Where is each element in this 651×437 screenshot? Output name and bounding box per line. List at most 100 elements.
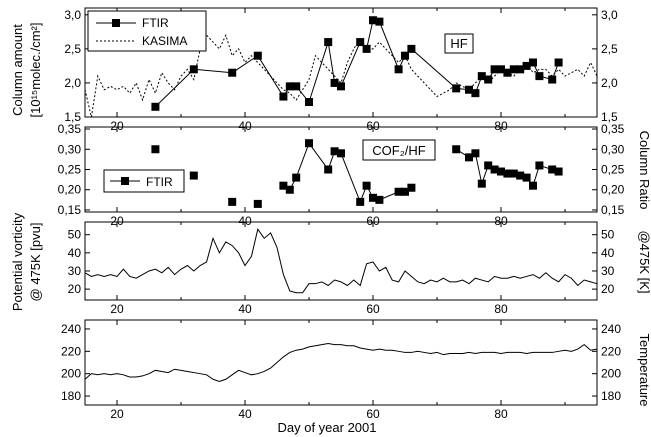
hf-ftir-point [305, 98, 313, 107]
hf-ftir-point [356, 38, 365, 47]
hf-ftir-point [151, 102, 160, 111]
hf-ftir-point [375, 17, 384, 26]
hf-ftir-point [535, 72, 544, 81]
hf-ftir-point [362, 44, 371, 53]
hf-frame [84, 7, 598, 118]
pv-series-line [84, 228, 598, 294]
ratio-ftir-point [356, 197, 365, 206]
ratio-legend-marker [121, 177, 129, 185]
ratio-legend: FTIR [103, 169, 185, 193]
ratio-title-box [362, 139, 436, 161]
pv-ytick-label: 50 [68, 228, 82, 242]
pv-ytick-label: 30 [68, 264, 82, 278]
ratio-ftir-point [522, 173, 531, 182]
ratio-ftir-point [484, 161, 493, 170]
ratio-ftir-point [337, 149, 345, 158]
ratio-ftir-point [394, 187, 403, 196]
hf-ftir-point [189, 65, 198, 74]
hf-ytick-label-right: 3,0 [601, 8, 618, 22]
ratio-ftir-point [497, 167, 505, 176]
ratio-ftir-point [509, 169, 518, 178]
hf-legend-ftir-label: FTIR [142, 16, 169, 30]
pv-xtick-label: 60 [366, 302, 380, 316]
hf-ftir-point [484, 75, 493, 84]
ratio-ftir-point [375, 195, 384, 204]
pv-ylabel-line2: @ 475K [pvu] [28, 223, 43, 302]
hf-ylabel-line2: [10¹⁵molec./cm²] [28, 23, 43, 118]
temp-ytick-label-right: 180 [601, 389, 621, 403]
ratio-ytick-label: 0,25 [58, 163, 82, 177]
temp-ytick-label: 220 [61, 344, 81, 358]
ratio-ftir-point [529, 181, 537, 190]
ratio-xtick-label: 60 [366, 214, 380, 228]
hf-legend-ftir-marker [112, 19, 120, 27]
ratio-ftir-point [516, 171, 525, 180]
pv-ylabel-right: @475K [K] [637, 230, 651, 293]
ratio-legend-label: FTIR [146, 175, 173, 189]
ratio-ftir-point [452, 145, 461, 154]
ratio-ftir-point [535, 161, 544, 170]
hf-ftir-point [490, 65, 499, 74]
ratio-ftir-point [465, 153, 473, 162]
ratio-panel: 20 40 60 80 0,15 0,15 0,20 0,20 0,25 0,25 0,30 0,30… [58, 122, 625, 228]
temp-xtick-label: 40 [238, 407, 252, 421]
hf-ftir-point [337, 82, 345, 91]
ratio-ftir-point [228, 197, 237, 206]
ratio-ftir-point [548, 165, 557, 174]
hf-ytick-label: 2,5 [64, 42, 81, 56]
ratio-ftir-point [401, 187, 409, 196]
temp-ytick-label-right: 220 [601, 344, 621, 358]
ratio-ytick-label-right: 0,15 [601, 203, 625, 217]
hf-title-text: HF [450, 36, 467, 51]
ratio-ftir-point [253, 199, 262, 208]
hf-ftir-point [554, 58, 563, 67]
pv-ytick-label: 40 [68, 246, 82, 260]
temp-xtick-label: 80 [494, 407, 508, 421]
hf-xtick-label: 60 [366, 119, 380, 133]
hf-ftir-point [253, 51, 262, 60]
pv-ylabel-line1: Potential vorticity [10, 212, 25, 311]
pv-panel: 20 40 60 80 20 20 30 30 40 40 50 50 [68, 221, 615, 316]
hf-panel: 20 40 60 80 1,5 1,5 2,0 2,0 2,5 2,5 3,0 3,0 [64, 7, 618, 133]
ratio-ftir-point [292, 173, 301, 182]
hf-ftir-point [324, 38, 333, 47]
hf-ytick-label: 3,0 [64, 8, 81, 22]
pv-ytick-label-right: 50 [601, 228, 615, 242]
ratio-title-text: COF₂/HF [372, 143, 425, 158]
ratio-ytick-label-right: 0,25 [601, 163, 625, 177]
hf-ftir-point [369, 16, 377, 25]
ratio-legend-box [103, 169, 185, 193]
hf-ftir-point [548, 75, 557, 84]
hf-ftir-point [394, 65, 403, 74]
ratio-ytick-label-right: 0,30 [601, 142, 625, 156]
ratio-ftir-point [362, 181, 371, 190]
hf-ytick-label-right: 1,5 [601, 110, 618, 124]
hf-ftir-point [471, 89, 480, 98]
ratio-ftir-point [151, 145, 160, 154]
ratio-ftir-point [330, 147, 339, 156]
hf-ftir-point [228, 68, 237, 77]
temp-xtick-label: 20 [110, 407, 124, 421]
pv-ytick-label-right: 20 [601, 282, 615, 296]
hf-ytick-label-right: 2,5 [601, 42, 618, 56]
temp-ytick-label-right: 200 [601, 367, 621, 381]
pv-xtick-label: 80 [494, 302, 508, 316]
hf-legend: FTIR KASIMA [87, 10, 207, 52]
hf-ftir-point [285, 82, 294, 91]
pv-xtick-label: 20 [110, 302, 124, 316]
temp-ytick-label: 180 [61, 389, 81, 403]
hf-ftir-point [452, 84, 461, 93]
pv-ytick-label: 20 [68, 282, 82, 296]
hf-series-kasima-line [84, 33, 598, 118]
pv-ytick-label-right: 30 [601, 264, 615, 278]
hf-series-ftir-line [155, 19, 560, 108]
hf-ylabel-line1: Column amount [10, 24, 25, 116]
x-axis-label: Day of year 2001 [277, 420, 376, 435]
ratio-ftir-point [189, 171, 198, 180]
ratio-ftir-point [554, 167, 563, 176]
ratio-ftir-point [407, 183, 416, 192]
hf-ftir-point [509, 65, 518, 74]
temp-ytick-label: 200 [61, 367, 81, 381]
temp-panel: 20 40 60 80 180 180 200 200 220 220 240 240 [61, 319, 621, 421]
hf-ftir-point [529, 58, 537, 67]
